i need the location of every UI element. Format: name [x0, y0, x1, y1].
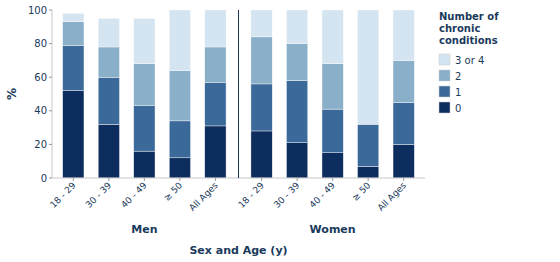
legend-label: 0: [455, 103, 461, 114]
bar-segment: [286, 81, 307, 143]
x-axis-label: Sex and Age (y): [189, 244, 287, 257]
legend-swatch: [439, 86, 450, 97]
bar-segment: [98, 18, 119, 47]
legend-swatch: [439, 54, 450, 65]
x-tick: [368, 178, 369, 181]
y-tick: [49, 77, 52, 78]
x-tick-label: 30 - 39: [84, 180, 114, 210]
x-tick-label: 40 - 49: [307, 180, 337, 210]
x-tick: [297, 178, 298, 181]
x-tick-label: All Ages: [375, 180, 408, 213]
x-tick: [108, 178, 109, 181]
group-divider: [238, 10, 239, 178]
x-tick-label: 30 - 39: [272, 180, 302, 210]
y-tick: [49, 10, 52, 11]
x-tick-label: All Ages: [187, 180, 220, 213]
y-axis-line: [52, 10, 53, 178]
x-tick: [332, 178, 333, 181]
legend-title: Number ofchronicconditions: [439, 11, 499, 46]
bar-segment: [205, 126, 226, 178]
x-tick-label: ≥ 50: [350, 180, 373, 203]
bar-segment: [322, 153, 343, 178]
bar-segment: [134, 106, 155, 151]
x-tick-label: ≥ 50: [162, 180, 185, 203]
bar-segment: [205, 47, 226, 82]
y-tick: [49, 178, 52, 179]
bar-segment: [205, 82, 226, 126]
y-tick-label: 40: [34, 105, 47, 116]
bar-segment: [63, 91, 84, 178]
bar-segment: [98, 77, 119, 124]
bar-segment: [98, 47, 119, 77]
bar-segment: [322, 10, 343, 64]
y-tick-label: 60: [34, 72, 47, 83]
bar-segment: [322, 109, 343, 153]
legend-label: 1: [455, 87, 461, 98]
bar-segment: [322, 64, 343, 109]
y-tick-label: 80: [34, 38, 47, 49]
legend-swatch: [439, 102, 450, 113]
bar-segment: [63, 22, 84, 46]
x-tick: [261, 178, 262, 181]
bar-segment: [134, 64, 155, 106]
bar-segment: [286, 143, 307, 178]
chart-container: 020406080100%18 - 2930 - 3940 - 49≥ 50Al…: [0, 0, 560, 262]
group-label: Women: [310, 223, 356, 236]
x-tick-label: 40 - 49: [119, 180, 149, 210]
bar-segment: [205, 10, 226, 47]
x-tick-label: 18 - 29: [48, 180, 78, 210]
bar-segment: [134, 151, 155, 178]
bar-segment: [393, 144, 414, 178]
bar-segment: [393, 102, 414, 144]
legend-label: 3 or 4: [455, 55, 484, 66]
x-tick: [179, 178, 180, 181]
y-tick-label: 20: [34, 139, 47, 150]
x-tick: [73, 178, 74, 181]
bar-segment: [251, 10, 272, 37]
chart: 020406080100%18 - 2930 - 3940 - 49≥ 50Al…: [0, 0, 560, 262]
bar-segment: [358, 166, 379, 178]
y-tick: [49, 144, 52, 145]
legend: Number ofchronicconditions 3 or 4 2 1 0: [439, 11, 499, 114]
bar-segment: [251, 131, 272, 178]
bar-segment: [169, 10, 190, 70]
bar-segment: [251, 37, 272, 84]
legend-swatch: [439, 70, 450, 81]
bar-segment: [286, 44, 307, 81]
y-tick: [49, 43, 52, 44]
x-tick: [403, 178, 404, 181]
bars: [63, 10, 415, 178]
bar-segment: [358, 124, 379, 166]
bar-segment: [393, 60, 414, 102]
x-tick: [144, 178, 145, 181]
legend-label: 2: [455, 71, 461, 82]
bar-segment: [63, 45, 84, 90]
bar-segment: [134, 18, 155, 63]
bar-segment: [393, 10, 414, 60]
y-tick-label: 0: [41, 173, 47, 184]
bar-segment: [358, 10, 379, 124]
x-tick: [215, 178, 216, 181]
bar-segment: [169, 121, 190, 158]
x-tick-label: 18 - 29: [236, 180, 266, 210]
y-tick: [49, 110, 52, 111]
bar-segment: [98, 124, 119, 178]
bar-segment: [286, 10, 307, 44]
y-axis-label: %: [5, 88, 19, 100]
group-label: Men: [131, 223, 157, 236]
bar-segment: [169, 158, 190, 178]
bar-segment: [251, 84, 272, 131]
y-tick-label: 100: [28, 5, 47, 16]
bar-segment: [63, 13, 84, 21]
bar-segment: [169, 70, 190, 120]
